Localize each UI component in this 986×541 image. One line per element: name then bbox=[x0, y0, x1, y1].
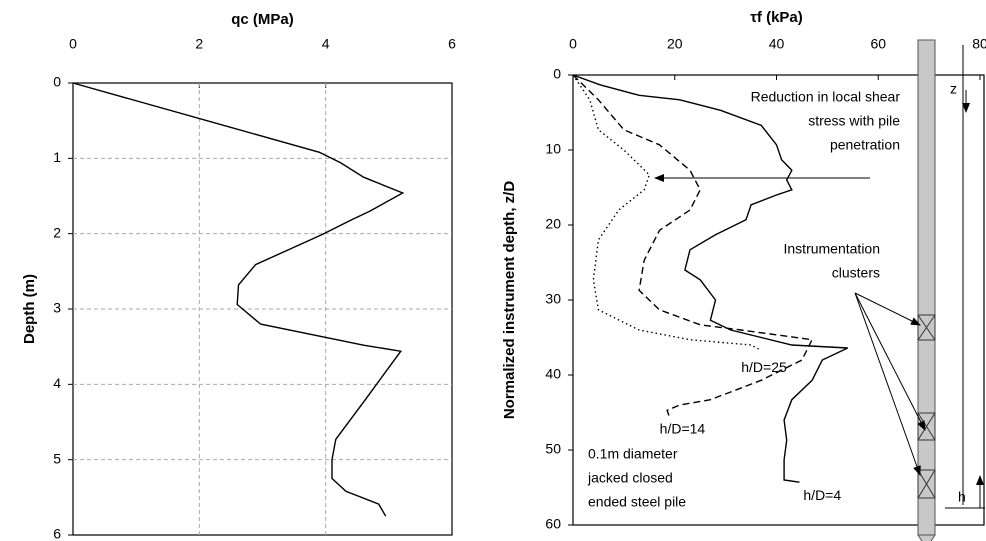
series-label: h/D=4 bbox=[803, 487, 841, 503]
x-tick-label: 0 bbox=[569, 36, 577, 52]
y-tick-label: 40 bbox=[545, 366, 561, 382]
y-tick-label: 4 bbox=[53, 375, 61, 391]
arrow bbox=[854, 292, 921, 476]
y-tick-label: 50 bbox=[545, 441, 561, 457]
y-tick-label: 0 bbox=[553, 66, 561, 82]
data-line bbox=[572, 74, 814, 419]
annotation: ended steel pile bbox=[588, 494, 686, 510]
x-axis-title: τf (kPa) bbox=[750, 9, 803, 26]
y-axis-title: Normalized instrument depth, z/D bbox=[501, 181, 518, 420]
y-tick-label: 2 bbox=[53, 224, 61, 240]
annotation: h bbox=[958, 489, 966, 505]
data-line bbox=[572, 74, 848, 483]
annotation: stress with pile bbox=[808, 113, 900, 129]
y-tick-label: 5 bbox=[53, 450, 61, 466]
y-tick-label: 6 bbox=[53, 526, 61, 541]
y-tick-label: 1 bbox=[53, 149, 61, 165]
arrow bbox=[854, 292, 921, 326]
x-tick-label: 40 bbox=[769, 36, 785, 52]
y-tick-label: 0 bbox=[53, 74, 61, 90]
cluster-cross bbox=[917, 412, 936, 441]
series-label: h/D=25 bbox=[741, 359, 787, 375]
y-tick-label: 60 bbox=[545, 516, 561, 532]
annotation: Reduction in local shear bbox=[751, 89, 901, 105]
x-axis-title: qc (MPa) bbox=[231, 11, 294, 28]
x-tick-label: 4 bbox=[322, 36, 330, 52]
cluster-cross bbox=[917, 469, 936, 499]
data-line bbox=[72, 82, 405, 517]
y-tick-label: 30 bbox=[545, 291, 561, 307]
x-tick-label: 0 bbox=[69, 36, 77, 52]
y-axis-title: Depth (m) bbox=[21, 274, 38, 344]
series-label: h/D=14 bbox=[660, 420, 706, 436]
y-tick-label: 20 bbox=[545, 216, 561, 232]
pile bbox=[917, 39, 936, 536]
x-tick-label: 20 bbox=[667, 36, 683, 52]
annotation: penetration bbox=[830, 137, 900, 153]
x-tick-label: 6 bbox=[448, 36, 456, 52]
y-tick-label: 10 bbox=[545, 141, 561, 157]
x-tick-label: 2 bbox=[195, 36, 203, 52]
annotation: clusters bbox=[832, 265, 880, 281]
arrow bbox=[854, 292, 926, 431]
x-tick-label: 80 bbox=[972, 36, 986, 52]
data-line bbox=[572, 74, 762, 351]
y-tick-label: 3 bbox=[53, 300, 61, 316]
annotation: 0.1m diameter bbox=[588, 446, 678, 462]
x-tick-label: 60 bbox=[870, 36, 886, 52]
annotation: z bbox=[950, 81, 957, 97]
pile-tip bbox=[917, 534, 936, 541]
annotation: jacked closed bbox=[587, 470, 673, 486]
annotation: Instrumentation bbox=[784, 241, 881, 257]
